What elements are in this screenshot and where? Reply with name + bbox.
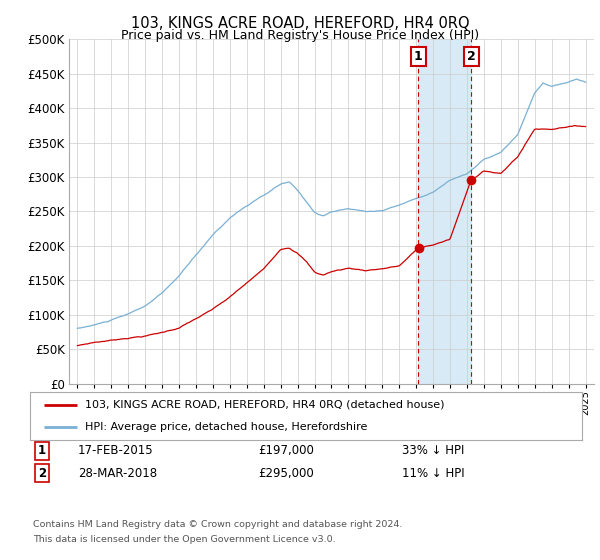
Text: Price paid vs. HM Land Registry's House Price Index (HPI): Price paid vs. HM Land Registry's House … [121, 29, 479, 42]
Text: 103, KINGS ACRE ROAD, HEREFORD, HR4 0RQ (detached house): 103, KINGS ACRE ROAD, HEREFORD, HR4 0RQ … [85, 400, 445, 410]
Text: 28-MAR-2018: 28-MAR-2018 [78, 466, 157, 480]
Text: 2: 2 [467, 50, 475, 63]
Text: Contains HM Land Registry data © Crown copyright and database right 2024.: Contains HM Land Registry data © Crown c… [33, 520, 403, 529]
Text: 2: 2 [38, 466, 46, 480]
Text: £197,000: £197,000 [258, 444, 314, 458]
Bar [418, 39, 471, 384]
Text: HPI: Average price, detached house, Herefordshire: HPI: Average price, detached house, Here… [85, 422, 368, 432]
Text: 1: 1 [414, 50, 422, 63]
Text: 1: 1 [38, 444, 46, 458]
Text: 17-FEB-2015: 17-FEB-2015 [78, 444, 154, 458]
Text: £295,000: £295,000 [258, 466, 314, 480]
Text: 103, KINGS ACRE ROAD, HEREFORD, HR4 0RQ: 103, KINGS ACRE ROAD, HEREFORD, HR4 0RQ [131, 16, 469, 31]
Text: This data is licensed under the Open Government Licence v3.0.: This data is licensed under the Open Gov… [33, 535, 335, 544]
Text: 11% ↓ HPI: 11% ↓ HPI [402, 466, 464, 480]
Text: 33% ↓ HPI: 33% ↓ HPI [402, 444, 464, 458]
